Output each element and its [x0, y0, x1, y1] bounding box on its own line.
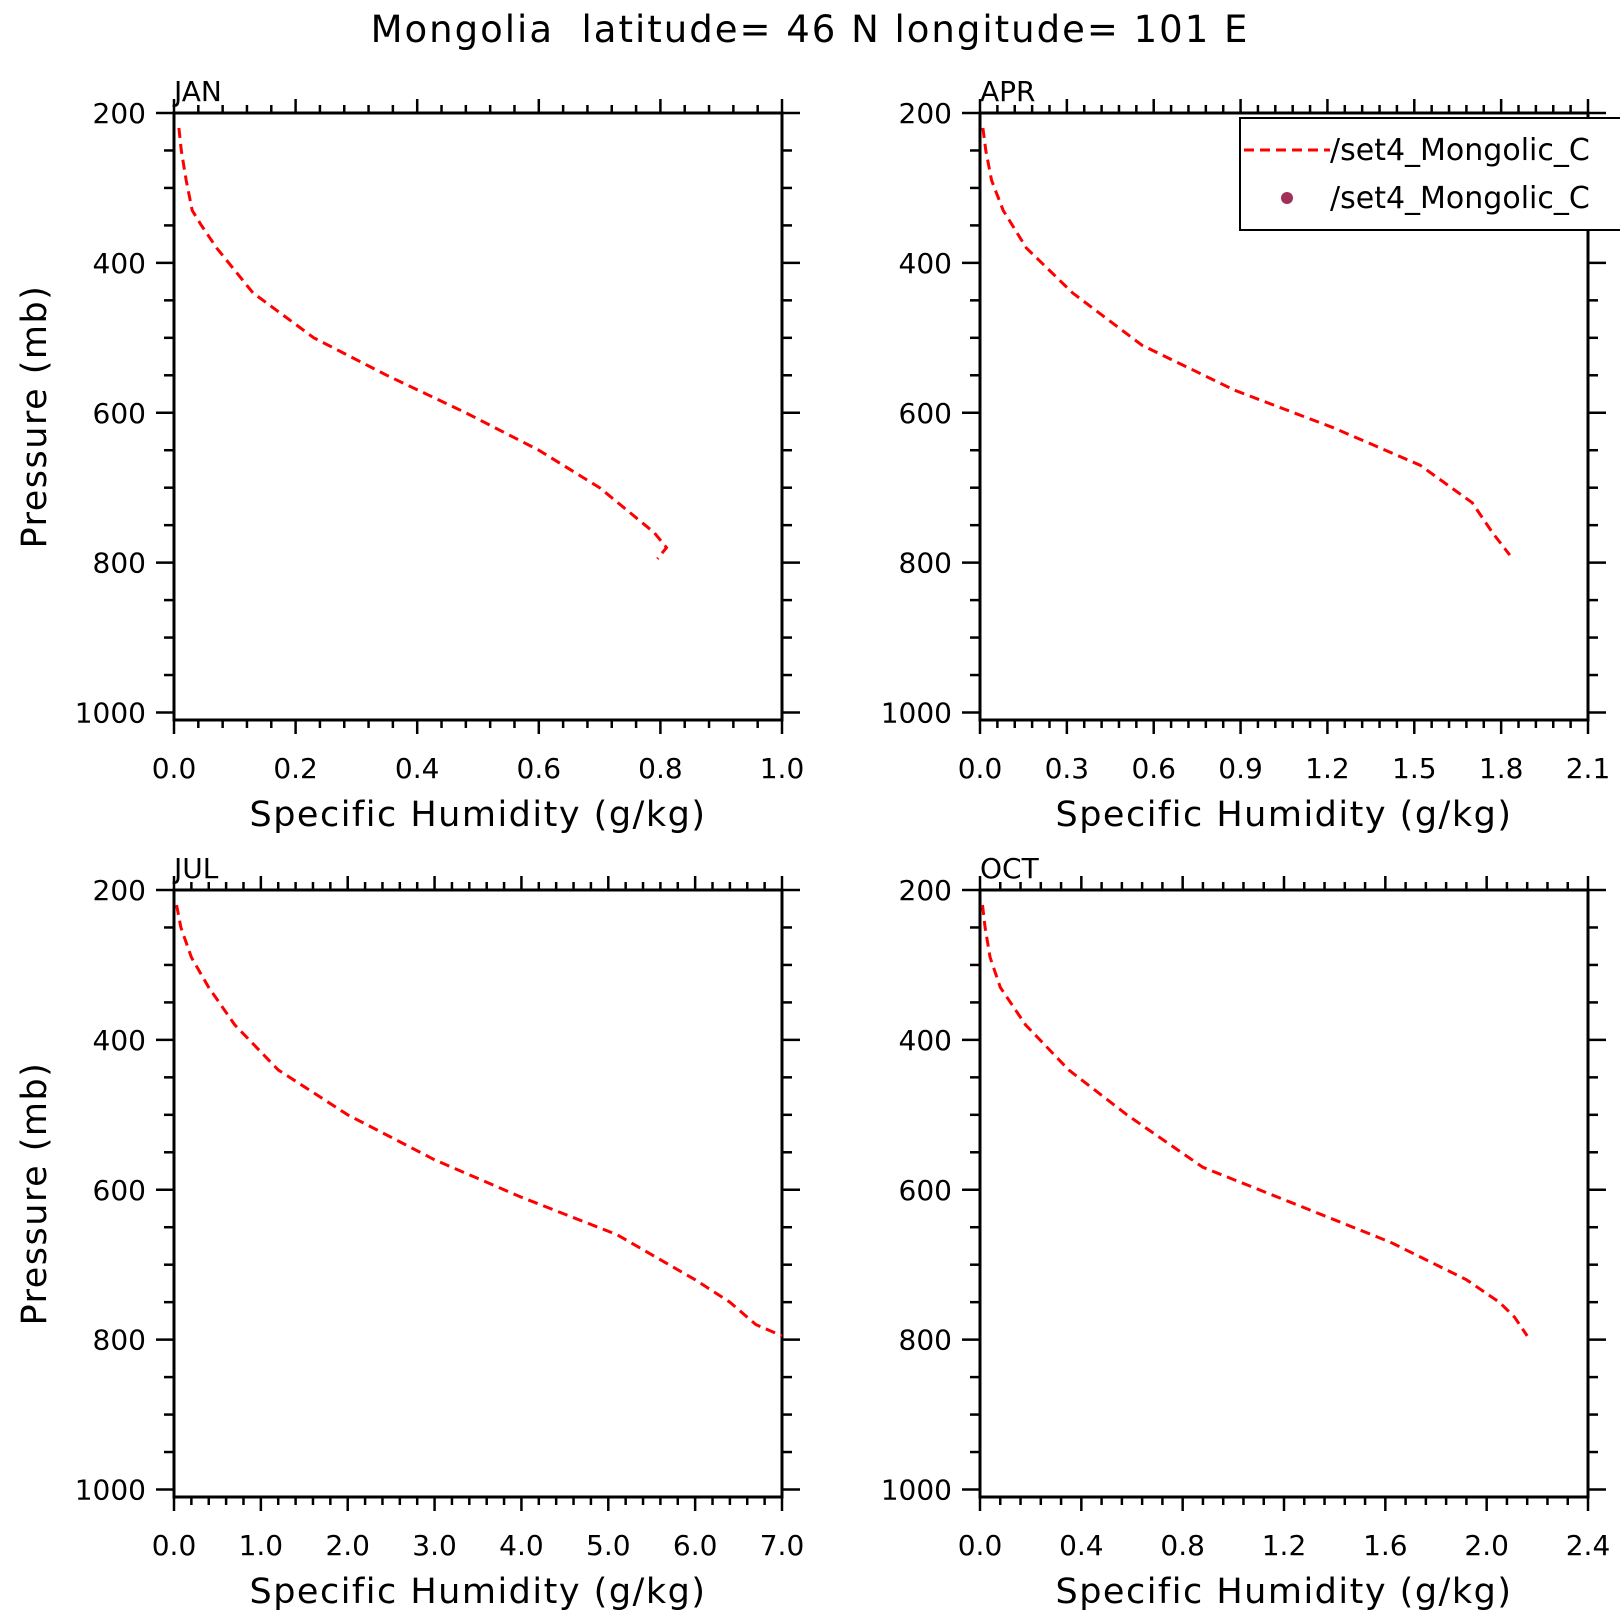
y-tick-label: 800: [93, 547, 146, 580]
x-axis-label: Specific Humidity (g/kg): [1056, 1572, 1513, 1612]
x-axis-label: Specific Humidity (g/kg): [250, 1572, 707, 1612]
panel-label-oct: OCT: [980, 852, 1040, 885]
x-tick-label: 0.0: [152, 1529, 197, 1562]
legend-label-0: /set4_Mongolic_C: [1330, 133, 1590, 168]
x-tick-label: 0.4: [395, 752, 440, 785]
x-tick-label: 7.0: [760, 1529, 805, 1562]
legend-label-1: /set4_Mongolic_C: [1330, 181, 1590, 216]
x-tick-label: 1.6: [1363, 1529, 1408, 1562]
legend-dot-swatch: [1281, 192, 1293, 204]
y-tick-label: 1000: [75, 1474, 146, 1507]
y-tick-label: 600: [93, 1174, 146, 1207]
plot-frame-apr: [978, 111, 1590, 722]
y-tick-label: 400: [899, 1024, 952, 1057]
panel-label-apr: APR: [980, 75, 1036, 108]
x-tick-label: 0.8: [638, 752, 683, 785]
y-tick-label: 400: [899, 247, 952, 280]
y-tick-label: 600: [93, 397, 146, 430]
x-tick-label: 1.2: [1305, 752, 1350, 785]
x-axis-label: Specific Humidity (g/kg): [250, 795, 707, 835]
x-tick-label: 0.0: [958, 1529, 1003, 1562]
x-axis-label: Specific Humidity (g/kg): [1056, 795, 1513, 835]
x-tick-label: 6.0: [673, 1529, 718, 1562]
series-line-jan: [177, 127, 669, 560]
x-tick-label: 3.0: [412, 1529, 457, 1562]
x-tick-label: 0.3: [1045, 752, 1090, 785]
series-line-jul: [175, 904, 783, 1338]
y-tick-label: 1000: [881, 1474, 952, 1507]
y-tick-label: 200: [899, 97, 952, 130]
series-line-apr: [981, 127, 1511, 557]
y-axis-label: Pressure (mb): [15, 285, 55, 549]
x-tick-label: 0.9: [1218, 752, 1263, 785]
y-tick-label: 600: [899, 397, 952, 430]
legend-box: [1239, 117, 1620, 231]
series-line-oct: [981, 904, 1529, 1337]
x-tick-label: 0.8: [1160, 1529, 1205, 1562]
panel-label-jul: JUL: [172, 852, 219, 885]
panel-jul: JUL 0.0 1.0 2.0 3.0 4.0 5.0 6.0 7.0 200 400 600 800 1…: [15, 852, 804, 1612]
x-tick-label: 0.4: [1059, 1529, 1104, 1562]
y-tick-label: 1000: [881, 697, 952, 730]
x-tick-label: 2.0: [1464, 1529, 1509, 1562]
x-tick-label: 0.2: [273, 752, 318, 785]
panel-jan: JAN 0.0 0.2 0.4 0.6 0.8 1.0 200 400 600 800 1000 Spe…: [15, 75, 804, 835]
x-tick-label: 4.0: [499, 1529, 544, 1562]
plot-frame-jul: [172, 888, 784, 1499]
x-tick-label: 1.0: [760, 752, 805, 785]
x-tick-label: 0.0: [958, 752, 1003, 785]
plot-frame-oct: [978, 888, 1590, 1499]
y-tick-label: 600: [899, 1174, 952, 1207]
x-tick-label: 0.0: [152, 752, 197, 785]
x-tick-label: 1.0: [239, 1529, 284, 1562]
y-tick-label: 1000: [75, 697, 146, 730]
x-tick-label: 0.6: [1131, 752, 1176, 785]
x-tick-label: 5.0: [586, 1529, 631, 1562]
legend: /set4_Mongolic_C /set4_Mongolic_C: [1239, 117, 1620, 231]
y-tick-label: 400: [93, 1024, 146, 1057]
x-tick-label: 1.2: [1262, 1529, 1307, 1562]
y-tick-label: 800: [899, 547, 952, 580]
y-tick-label: 800: [899, 1324, 952, 1357]
panel-apr: APR 0.0 0.3 0.6 0.9 1.2 1.5 1.8 2.1 200 400 600 800 1…: [881, 75, 1611, 835]
y-tick-label: 200: [899, 874, 952, 907]
x-tick-label: 1.8: [1479, 752, 1524, 785]
y-tick-label: 200: [93, 97, 146, 130]
panel-label-jan: JAN: [172, 75, 222, 108]
y-tick-label: 400: [93, 247, 146, 280]
panels: JAN 0.0 0.2 0.4 0.6 0.8 1.0 200 400 600 800 1000 Spe…: [15, 75, 1610, 1612]
y-axis-label: Pressure (mb): [15, 1062, 55, 1326]
y-tick-label: 200: [93, 874, 146, 907]
panel-oct: OCT 0.0 0.4 0.8 1.2 1.6 2.0 2.4 200 400 600 800 1000…: [881, 852, 1611, 1612]
figure-title: Mongolia latitude= 46 N longitude= 101 E: [371, 8, 1250, 51]
y-tick-label: 800: [93, 1324, 146, 1357]
x-tick-label: 0.6: [517, 752, 562, 785]
x-tick-label: 2.4: [1566, 1529, 1611, 1562]
x-tick-label: 2.0: [325, 1529, 370, 1562]
x-tick-label: 2.1: [1566, 752, 1611, 785]
x-tick-label: 1.5: [1392, 752, 1437, 785]
plot-frame-jan: [172, 111, 784, 722]
